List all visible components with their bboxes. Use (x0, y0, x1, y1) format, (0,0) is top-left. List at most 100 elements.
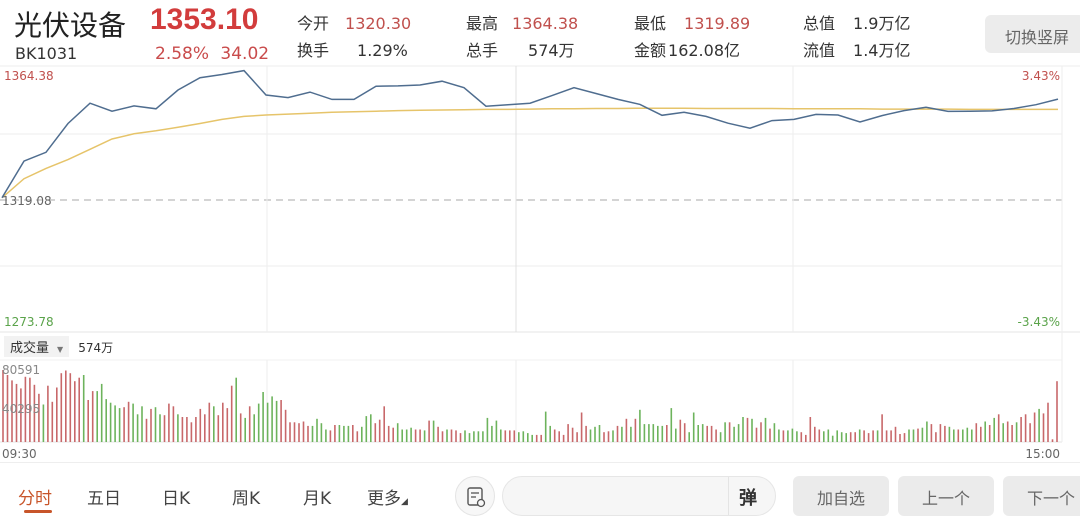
previous-button[interactable]: 上一个 (898, 476, 994, 516)
volume-bar (935, 432, 937, 442)
volume-bar (1051, 439, 1054, 442)
volume-bar (948, 426, 951, 442)
volume-bar (482, 431, 484, 442)
volume-bar (262, 392, 264, 442)
volume-bar (562, 434, 565, 442)
note-icon (467, 487, 486, 508)
tab-five-day[interactable]: 五日 (87, 489, 121, 509)
pct-axis-min: -3.43% (1018, 315, 1060, 329)
volume-bar (343, 425, 345, 442)
stat-high: 最高 1364.38 (466, 14, 579, 33)
volume-bar (307, 425, 309, 442)
volume-bar (271, 396, 273, 442)
volume-bar (657, 425, 659, 442)
volume-bar (509, 430, 511, 442)
tab-intraday[interactable]: 分时 (18, 489, 52, 509)
volume-bar (840, 432, 843, 442)
volume-bar (248, 406, 251, 442)
volume-bar (845, 433, 847, 442)
tab-weekly-k[interactable]: 周K (232, 489, 261, 509)
current-price: 1353.10 (150, 3, 259, 36)
volume-bar (78, 377, 80, 442)
switch-portrait-button[interactable]: 切换竖屏 (985, 15, 1080, 53)
danmu-toggle-button[interactable]: 弹 (728, 477, 774, 515)
volume-bar (742, 417, 744, 442)
volume-bar (56, 387, 58, 442)
volume-bar (975, 423, 978, 442)
volume-bar (1033, 412, 1036, 442)
volume-bar (6, 375, 9, 442)
volume-bar (984, 421, 986, 442)
volume-bar (204, 414, 206, 442)
price-change: 2.58% 34.02 (155, 44, 269, 64)
tab-more[interactable]: 更多◢ (367, 484, 408, 509)
volume-bar (387, 425, 390, 442)
volume-bar (894, 426, 897, 442)
volume-bar (477, 431, 480, 442)
volume-bar (338, 425, 341, 442)
volume-bar (912, 429, 915, 442)
volume-axis-max: 80591 (2, 363, 40, 377)
volume-indicator-header: 成交量 ▼ 574万 (4, 336, 113, 357)
volume-bar (114, 405, 116, 442)
add-watchlist-button[interactable]: 加自选 (793, 476, 889, 516)
volume-bar (172, 406, 175, 442)
volume-bar (630, 426, 632, 442)
volume-bar (38, 393, 40, 442)
volume-bar (939, 424, 942, 442)
volume-bar (831, 435, 834, 442)
volume-bar (257, 403, 260, 442)
tab-monthly-k[interactable]: 月K (303, 489, 332, 509)
volume-bar (1020, 417, 1022, 442)
volume-bar (500, 429, 502, 442)
volume-bar (266, 402, 269, 442)
corner-arrow-icon: ◢ (401, 497, 408, 507)
volume-bar (468, 433, 471, 442)
volume-bar (145, 418, 148, 442)
volume-bar (679, 419, 682, 442)
volume-bar (316, 418, 318, 442)
volume-bar (150, 408, 152, 442)
volume-bar (724, 422, 726, 442)
volume-bar (74, 381, 76, 442)
volume-bar (805, 434, 807, 442)
comment-input[interactable] (502, 476, 776, 516)
volume-bar (670, 408, 673, 442)
volume-bar (800, 432, 803, 442)
volume-bar (177, 414, 179, 442)
change-amount: 34.02 (220, 44, 270, 64)
volume-bar (576, 432, 578, 442)
volume-bar (706, 425, 708, 442)
volume-bar (567, 424, 569, 442)
volume-bar (405, 429, 408, 442)
price-axis-ref: 1319.08 (2, 194, 52, 208)
volume-bar (2, 370, 4, 442)
volume-bar (123, 407, 125, 442)
volume-bar (69, 373, 72, 442)
volume-bar (47, 385, 49, 442)
volume-bar (450, 429, 453, 442)
next-button[interactable]: 下一个 (1003, 476, 1080, 516)
volume-bar (518, 432, 520, 442)
volume-bar (473, 431, 475, 442)
volume-bar (719, 432, 722, 442)
volume-bar (594, 426, 596, 442)
volume-bar (527, 433, 529, 442)
volume-bar (885, 430, 888, 442)
volume-bar (571, 427, 574, 442)
volume-bar (100, 383, 103, 442)
note-button[interactable] (455, 476, 495, 516)
indicator-select[interactable]: 成交量 ▼ (4, 336, 70, 357)
volume-bar (181, 417, 184, 442)
tab-daily-k[interactable]: 日K (162, 489, 191, 509)
volume-bar (24, 376, 27, 442)
volume-bar (854, 432, 856, 442)
volume-bar (455, 430, 457, 442)
volume-bar (441, 431, 444, 442)
volume-bar (993, 417, 995, 442)
volume-bar (222, 402, 224, 442)
volume-bar (504, 430, 507, 442)
volume-bar (486, 417, 489, 442)
volume-bar (773, 423, 776, 442)
